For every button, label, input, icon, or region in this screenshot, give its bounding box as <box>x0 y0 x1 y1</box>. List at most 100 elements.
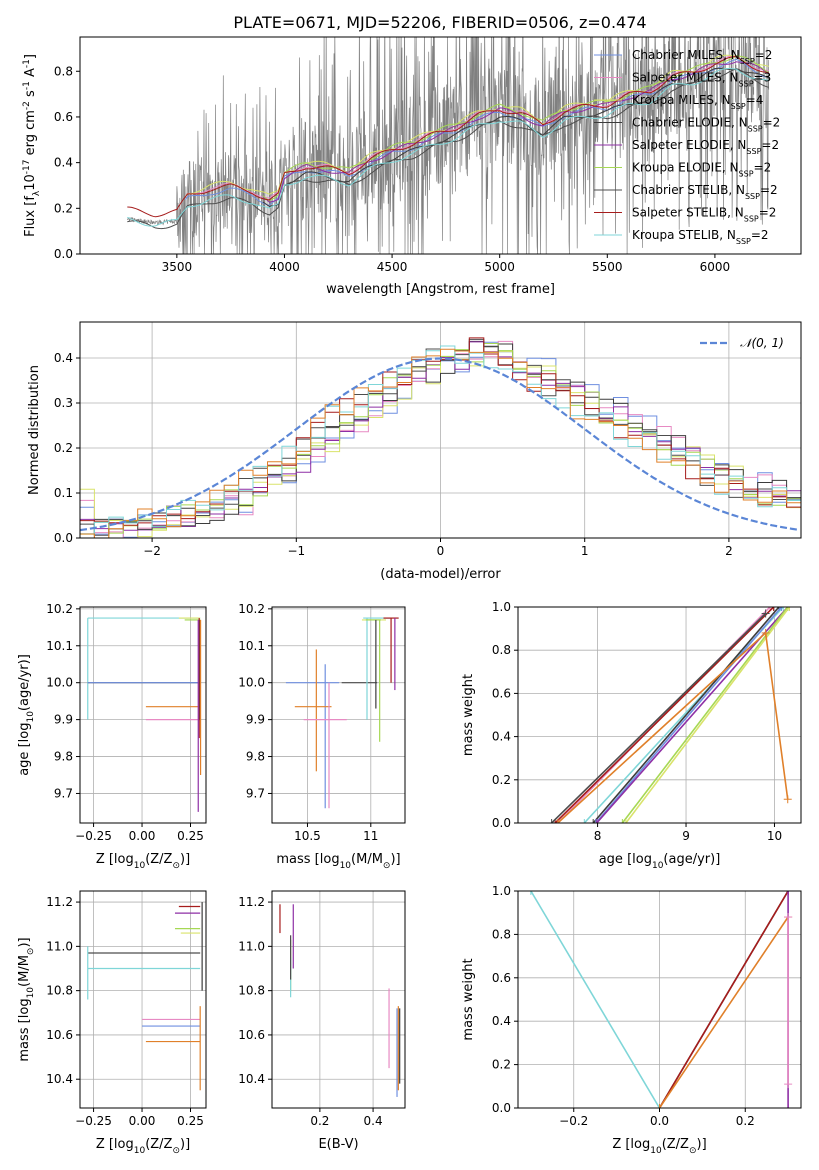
mass-weight-line <box>595 607 783 823</box>
figure-title: PLATE=0671, MJD=52206, FIBERID=0506, z=0… <box>233 13 646 32</box>
x-axis-label-part: Z [log <box>96 1137 134 1152</box>
y-tick-label: 10.2 <box>238 602 265 616</box>
x-axis-label-part: Z [log <box>612 1137 650 1152</box>
legend-entry: Chabrier MILES, NSSP=2 <box>632 48 772 66</box>
axes-frame <box>79 321 802 539</box>
x-axis-label-part: ⊙ <box>383 861 391 871</box>
y-axis-label: mass [log10(M/M⊙)] <box>17 937 36 1061</box>
x-tick-label: 0.00 <box>129 1114 156 1128</box>
y-axis-label-part: ⊙ <box>26 948 36 956</box>
y-tick-label: 0.0 <box>54 247 73 261</box>
axes-frame <box>79 890 207 1109</box>
spectrum-model-salpeter-stelib <box>127 55 769 218</box>
x-tick-label: 0.25 <box>177 1114 204 1128</box>
y-tick-label: 0.4 <box>54 156 73 170</box>
y-tick-label: 0.2 <box>492 1058 511 1072</box>
mass-weight-line <box>596 607 789 823</box>
x-tick-label: 1 <box>581 544 589 558</box>
y-tick-label: 0.4 <box>54 351 73 365</box>
panel-mass-weight-vs-age: 8 9 10 0.0 0.2 0.4 0.6 0.8 1.0 <box>492 600 802 843</box>
y-tick-label: 0.1 <box>54 486 73 500</box>
y-axis-label: mass weight <box>461 958 476 1040</box>
y-tick-label: 0.3 <box>54 396 73 410</box>
x-tick-label: −2 <box>143 544 161 558</box>
x-axis-label: Z [log10(Z/Z⊙)] <box>96 852 190 871</box>
x-axis-label-part: wavelength [Angstrom, rest frame] <box>326 282 555 297</box>
x-tick-label: 5000 <box>484 260 515 274</box>
legend-entry: Kroupa STELIB, NSSP=2 <box>632 228 769 246</box>
axes-frame <box>517 606 802 824</box>
x-axis-label-part: (data-model)/error <box>380 567 501 582</box>
x-axis-label-part: (Z/Z <box>145 1137 172 1152</box>
x-tick-label: 11 <box>363 829 378 843</box>
y-axis-label-part: mass [log <box>17 998 32 1061</box>
y-tick-label: 10.0 <box>46 676 73 690</box>
y-tick-label: 9.7 <box>246 786 265 800</box>
y-tick-label: 0.8 <box>54 64 73 78</box>
x-tick-label: 0.4 <box>364 1114 383 1128</box>
y-tick-label: 11.0 <box>46 939 73 953</box>
legend-entry: Salpeter ELODIE, NSSP=2 <box>632 138 779 156</box>
legend-entry: Kroupa MILES, NSSP=4 <box>632 93 763 111</box>
y-tick-label: 0.0 <box>54 531 73 545</box>
y-tick-label: 0.4 <box>492 1014 511 1028</box>
x-tick-label: 9 <box>682 829 690 843</box>
y-tick-label: 1.0 <box>492 884 511 898</box>
x-axis-label-part: )] <box>390 852 400 867</box>
y-tick-label: 0.6 <box>492 971 511 985</box>
y-tick-label: 0.2 <box>492 773 511 787</box>
panel-residuals: −2 −1 0 1 2 0.0 0.1 0.2 0.3 0.4 𝒩(0, 1) <box>54 321 802 558</box>
x-tick-label: 0.25 <box>177 829 204 843</box>
legend-entry: Chabrier ELODIE, NSSP=2 <box>632 116 780 134</box>
y-tick-label: 10.6 <box>238 1028 265 1042</box>
y-tick-label: 10.6 <box>46 1028 73 1042</box>
y-tick-label: 11.2 <box>238 895 265 909</box>
mass-weight-line <box>658 916 789 1108</box>
y-axis-label-part: A <box>23 68 38 81</box>
y-tick-label: 10.0 <box>238 676 265 690</box>
legend-entry: Salpeter MILES, NSSP=3 <box>632 71 771 89</box>
x-tick-label: 4000 <box>269 260 300 274</box>
y-axis-label-part: (M/M <box>17 955 32 987</box>
y-tick-label: 0.6 <box>54 110 73 124</box>
y-tick-label: 11.0 <box>238 939 265 953</box>
panel-mass-vs-EBV: 0.2 0.4 10.4 10.6 10.8 11.0 11.2 <box>238 890 406 1128</box>
histogram-kroupa-stelib <box>80 345 801 535</box>
axes-frame <box>79 36 802 255</box>
legend-entry: Chabrier STELIB, NSSP=2 <box>632 183 778 201</box>
x-tick-label: 5500 <box>592 260 623 274</box>
y-tick-label: 10.4 <box>46 1072 73 1086</box>
x-tick-label: −0.25 <box>75 829 112 843</box>
x-axis-label-part: ⊙ <box>172 861 180 871</box>
normal-distribution-curve <box>80 357 799 532</box>
y-axis-label-part: 10 <box>26 987 36 999</box>
y-axis-label-part: -1 <box>22 59 32 68</box>
mass-weight-line <box>554 607 775 823</box>
mass-weight-line <box>551 612 767 823</box>
y-axis-label-part: -2 <box>22 101 32 110</box>
y-tick-label: 10.1 <box>46 639 73 653</box>
x-axis-label-part: age [log <box>599 852 652 867</box>
plot-area <box>80 337 801 538</box>
x-axis-label-part: (age/yr)] <box>663 852 720 867</box>
mass-weight-line <box>658 891 789 1108</box>
plot-area <box>285 617 399 809</box>
y-axis-label: Normed distribution <box>27 365 42 495</box>
legend-entry: Salpeter STELIB, NSSP=2 <box>632 206 776 224</box>
x-axis-label-part: Z [log <box>96 852 134 867</box>
y-axis-label-part: (age/yr)] <box>17 654 32 711</box>
y-tick-label: 9.7 <box>54 786 73 800</box>
x-tick-label: 0.0 <box>650 1114 669 1128</box>
x-tick-label: 10 <box>767 829 782 843</box>
plot-area <box>126 37 770 254</box>
legend-entry: 𝒩(0, 1) <box>740 336 784 350</box>
y-axis-label: age [log10(age/yr)] <box>17 654 36 776</box>
x-tick-label: 6000 <box>700 260 731 274</box>
x-axis-label-part: 10 <box>134 861 146 871</box>
y-axis-label-part: -1 <box>22 81 32 90</box>
y-tick-label: 0.4 <box>492 730 511 744</box>
histogram-kroupa-miles <box>80 351 801 538</box>
x-tick-label: 4500 <box>377 260 408 274</box>
y-tick-label: 10.4 <box>238 1072 265 1086</box>
x-axis-label: wavelength [Angstrom, rest frame] <box>326 282 555 297</box>
